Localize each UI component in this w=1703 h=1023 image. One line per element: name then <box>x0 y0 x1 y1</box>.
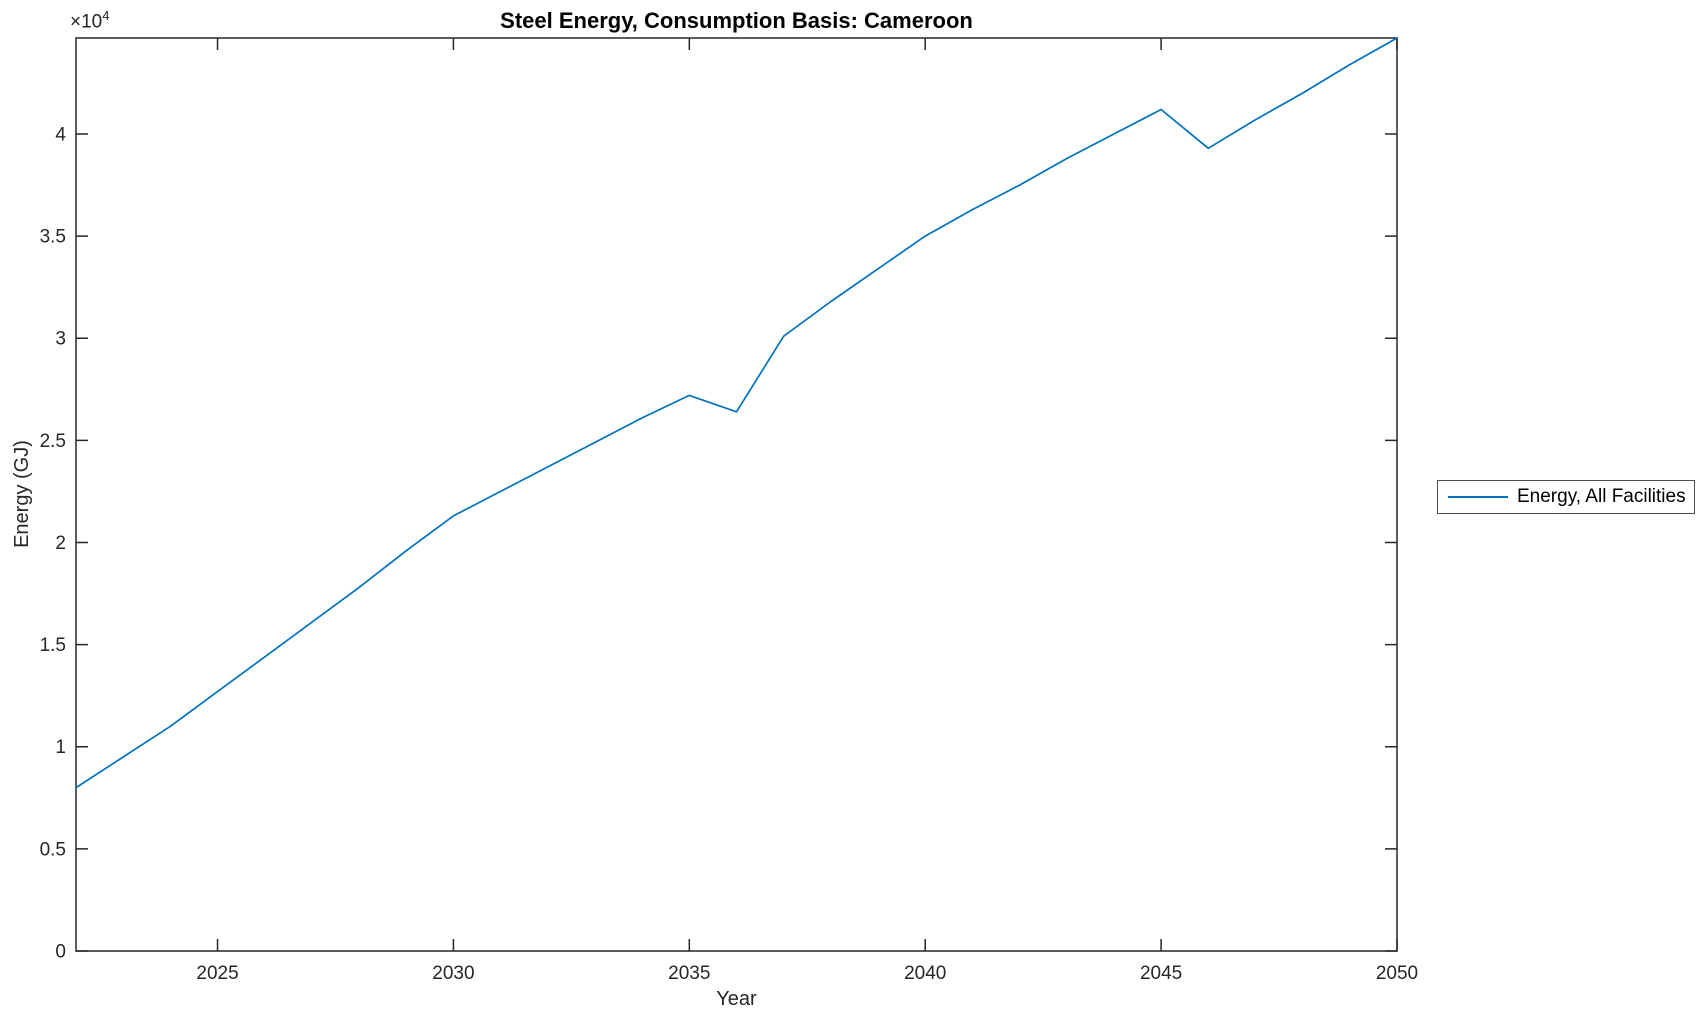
x-tick-label: 2035 <box>668 963 710 984</box>
y-tick-label: 4 <box>55 124 66 145</box>
x-axis-label: Year <box>716 988 757 1010</box>
y-tick-label: 2.5 <box>40 431 66 452</box>
x-tick-label: 2050 <box>1376 963 1418 984</box>
y-tick-label: 0 <box>55 942 66 963</box>
y-tick-label: 3.5 <box>40 227 66 248</box>
y-tick-label: 1.5 <box>40 635 66 656</box>
y-tick-label: 1 <box>55 737 66 758</box>
y-axis-exponent-power: 4 <box>102 8 110 23</box>
legend-line-sample <box>1448 496 1508 498</box>
series-line-energy-all-facilities <box>75 37 1398 789</box>
y-axis-exponent-base: ×10 <box>70 11 103 33</box>
x-tick-label: 2030 <box>432 963 474 984</box>
axes-box <box>75 37 1398 952</box>
legend-entry-label: Energy, All Facilities <box>1517 486 1686 507</box>
x-tick-label: 2045 <box>1140 963 1182 984</box>
legend: Energy, All Facilities <box>1437 480 1695 514</box>
x-tick-label: 2025 <box>196 963 238 984</box>
y-tick-label: 3 <box>55 329 66 350</box>
x-tick-label: 2040 <box>904 963 946 984</box>
y-tick-label: 0.5 <box>40 839 66 860</box>
chart-title: Steel Energy, Consumption Basis: Cameroo… <box>500 8 973 33</box>
y-axis-exponent-label: ×104 <box>70 8 109 33</box>
y-tick-label: 2 <box>55 533 66 554</box>
